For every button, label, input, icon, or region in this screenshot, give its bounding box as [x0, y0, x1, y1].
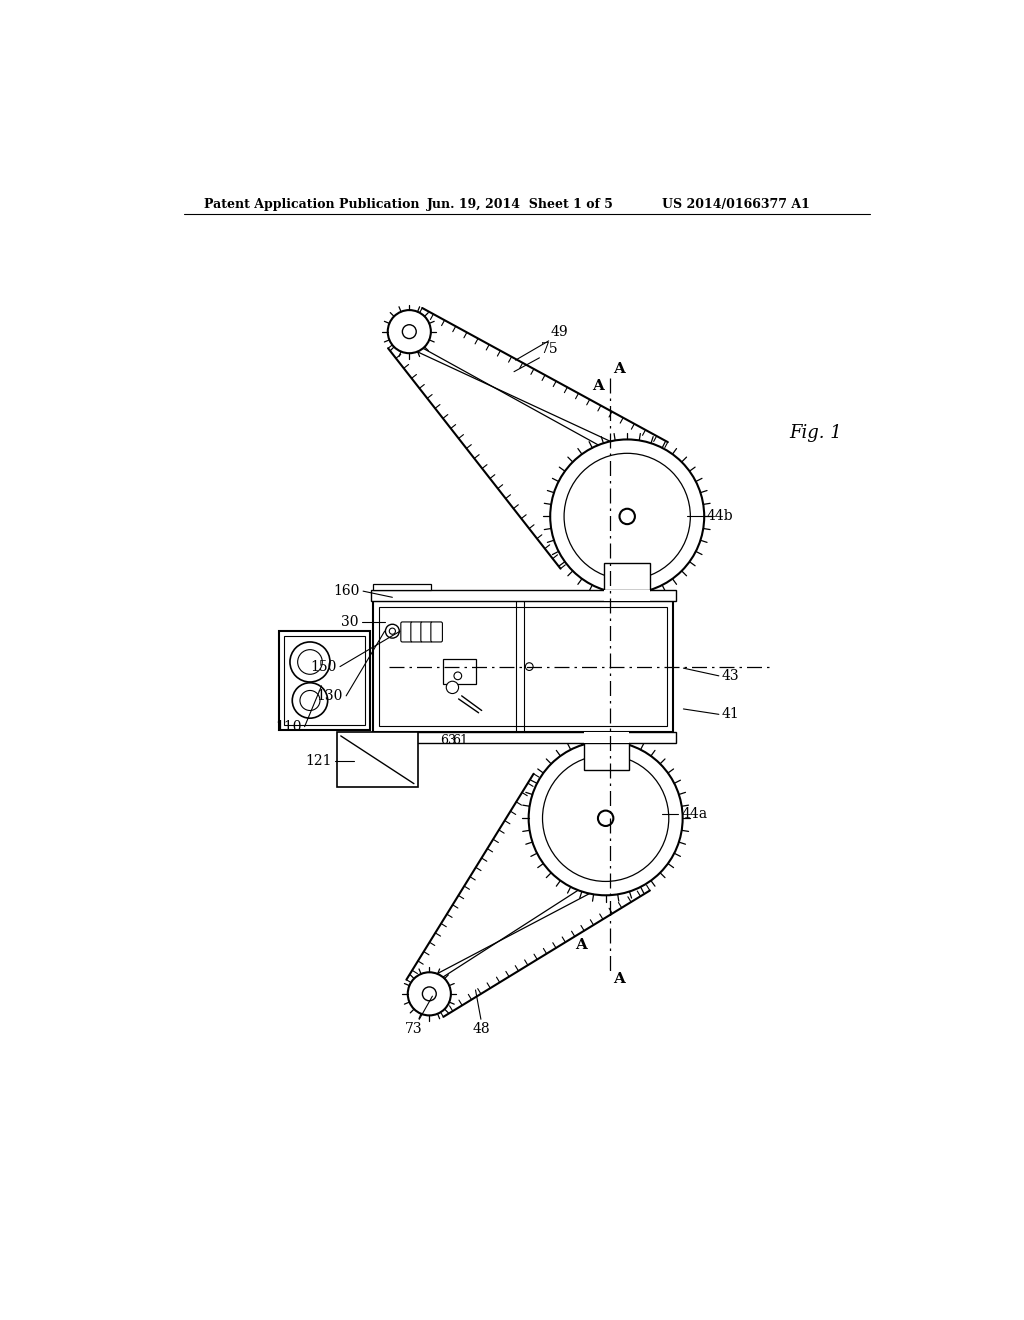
- Text: 30: 30: [341, 615, 358, 628]
- Bar: [373, 585, 431, 590]
- Circle shape: [388, 310, 431, 354]
- Text: 49: 49: [550, 325, 568, 339]
- Circle shape: [389, 628, 395, 635]
- Text: US 2014/0166377 A1: US 2014/0166377 A1: [662, 198, 810, 211]
- Circle shape: [408, 973, 451, 1015]
- Bar: [337, 733, 418, 788]
- Text: A: A: [593, 379, 604, 392]
- Text: Patent Application Publication: Patent Application Publication: [204, 198, 419, 211]
- Bar: [604, 590, 650, 601]
- Text: 121: 121: [306, 754, 333, 767]
- Circle shape: [519, 733, 692, 904]
- Circle shape: [385, 624, 399, 638]
- Text: Jun. 19, 2014  Sheet 1 of 5: Jun. 19, 2014 Sheet 1 of 5: [427, 198, 613, 211]
- Bar: [379, 607, 668, 726]
- Circle shape: [541, 430, 714, 603]
- Text: 150: 150: [310, 660, 337, 673]
- Circle shape: [292, 682, 328, 718]
- Circle shape: [290, 642, 330, 682]
- Text: 44a: 44a: [681, 808, 708, 821]
- Circle shape: [298, 649, 323, 675]
- Circle shape: [454, 672, 462, 680]
- Circle shape: [564, 453, 690, 579]
- Bar: [371, 733, 676, 743]
- Text: A: A: [575, 939, 588, 952]
- Bar: [373, 601, 674, 733]
- Bar: [584, 743, 629, 770]
- Text: 63: 63: [439, 734, 456, 747]
- Text: A: A: [613, 973, 626, 986]
- FancyBboxPatch shape: [421, 622, 432, 642]
- Bar: [284, 636, 366, 725]
- Text: 41: 41: [722, 708, 739, 721]
- Text: 130: 130: [316, 689, 343, 702]
- Circle shape: [525, 663, 534, 671]
- FancyBboxPatch shape: [400, 622, 413, 642]
- Text: 61: 61: [453, 734, 468, 747]
- Text: 43: 43: [722, 669, 739, 682]
- Bar: [371, 590, 676, 601]
- Circle shape: [528, 742, 683, 895]
- Circle shape: [422, 987, 436, 1001]
- Bar: [604, 564, 650, 590]
- Circle shape: [446, 681, 459, 693]
- Circle shape: [620, 508, 635, 524]
- Bar: [584, 733, 629, 743]
- Circle shape: [598, 810, 613, 826]
- Circle shape: [550, 440, 705, 594]
- Text: 75: 75: [541, 342, 559, 356]
- Text: 48: 48: [472, 1022, 489, 1036]
- Text: 73: 73: [406, 1022, 423, 1036]
- Text: 44b: 44b: [707, 510, 733, 524]
- FancyBboxPatch shape: [431, 622, 442, 642]
- Text: A: A: [613, 362, 626, 376]
- Text: 160: 160: [334, 585, 360, 598]
- Text: Fig. 1: Fig. 1: [788, 424, 842, 442]
- Circle shape: [451, 663, 458, 671]
- Bar: [443, 659, 475, 684]
- FancyBboxPatch shape: [411, 622, 422, 642]
- Circle shape: [543, 755, 669, 882]
- Circle shape: [402, 325, 416, 339]
- Text: 110: 110: [275, 719, 301, 734]
- Circle shape: [300, 690, 319, 710]
- Bar: [280, 631, 370, 730]
